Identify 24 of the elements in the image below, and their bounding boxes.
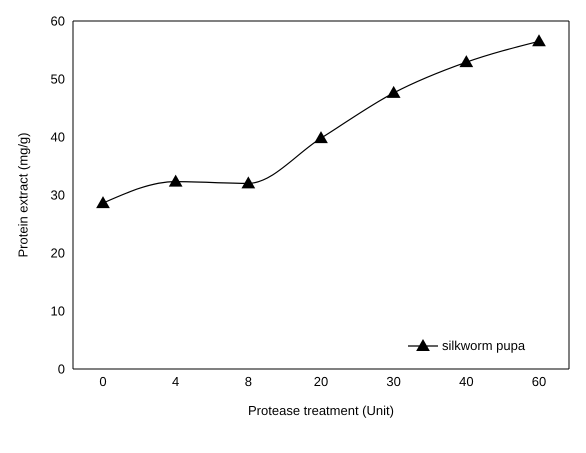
x-axis-title: Protease treatment (Unit) — [248, 403, 394, 418]
y-tick-label: 30 — [50, 188, 65, 203]
point — [242, 176, 255, 188]
x-tick-label: 8 — [244, 374, 252, 390]
y-tick-label: 40 — [50, 130, 65, 145]
legend-label: silkworm pupa — [442, 338, 526, 353]
x-tick-label: 20 — [314, 374, 328, 390]
y-tick-label: 20 — [50, 246, 65, 261]
x-tick-label: 60 — [532, 374, 546, 390]
x-tick-label: 30 — [386, 374, 401, 390]
point — [532, 34, 546, 46]
point — [314, 132, 328, 144]
y-tick-label: 60 — [50, 14, 65, 29]
point — [387, 86, 400, 98]
x-tick-label: 0 — [99, 374, 107, 390]
y-axis-title: Protein extract (mg/g) — [16, 132, 31, 258]
x-tick-label: 4 — [172, 374, 180, 390]
point — [169, 175, 182, 187]
y-tick-label: 0 — [58, 362, 65, 377]
x-tick-label: 40 — [459, 374, 474, 390]
y-tick-label: 50 — [50, 72, 65, 87]
point — [96, 196, 110, 208]
point — [460, 56, 473, 68]
y-tick-label: 10 — [50, 304, 65, 319]
